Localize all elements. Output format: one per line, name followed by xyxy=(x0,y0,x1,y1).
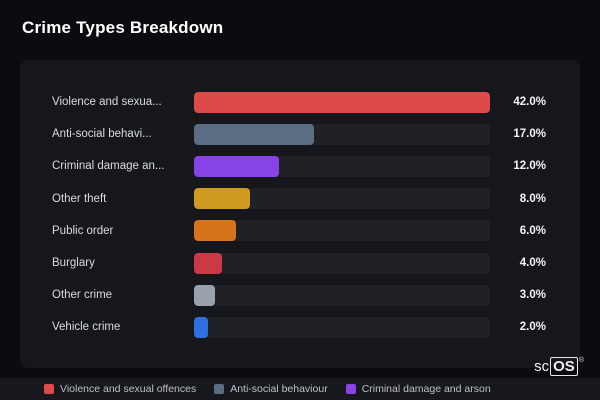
bar-row: Criminal damage an... 12.0% xyxy=(52,150,546,182)
legend-item[interactable]: Anti-social behaviour xyxy=(214,383,328,395)
bar[interactable] xyxy=(194,155,279,177)
legend-label: Violence and sexual offences xyxy=(60,383,197,395)
bar-track xyxy=(194,91,490,113)
bar[interactable] xyxy=(194,123,314,145)
bar[interactable] xyxy=(194,316,209,338)
value-label: 8.0% xyxy=(519,192,546,205)
legend-swatch-icon xyxy=(214,384,225,394)
registered-mark: ® xyxy=(578,357,584,364)
scos-logo: sc OS ® xyxy=(534,357,584,376)
chart-legend: Violence and sexual offences Anti-social … xyxy=(0,378,600,400)
bar-row: Anti-social behavi... 17.0% xyxy=(52,118,546,150)
category-label: Vehicle crime xyxy=(52,321,121,334)
bar-row: Vehicle crime 2.0% xyxy=(52,311,546,343)
page-title: Crime Types Breakdown xyxy=(22,18,224,37)
bar[interactable] xyxy=(194,284,216,306)
logo-text-sc: sc xyxy=(534,358,550,375)
category-label: Other crime xyxy=(52,289,113,302)
value-label: 6.0% xyxy=(519,224,546,237)
bar-track xyxy=(194,155,490,177)
value-label: 2.0% xyxy=(519,321,546,334)
logo-text-os: OS xyxy=(550,357,578,376)
category-label: Violence and sexua... xyxy=(52,96,162,109)
category-label: Other theft xyxy=(52,192,107,205)
bar-row: Other theft 8.0% xyxy=(52,183,546,215)
legend-label: Criminal damage and arson xyxy=(361,383,491,395)
value-label: 42.0% xyxy=(513,96,546,109)
bar[interactable] xyxy=(194,220,237,242)
bar[interactable] xyxy=(194,252,223,274)
bar-row: Burglary 4.0% xyxy=(52,247,546,279)
value-label: 4.0% xyxy=(519,257,546,270)
value-label: 17.0% xyxy=(513,128,546,141)
bar-row: Violence and sexua... 42.0% xyxy=(52,86,546,118)
category-label: Anti-social behavi... xyxy=(52,128,152,141)
bar[interactable] xyxy=(194,188,251,210)
bar[interactable] xyxy=(194,91,490,113)
bar-track xyxy=(194,252,490,274)
value-label: 12.0% xyxy=(513,160,546,173)
category-label: Public order xyxy=(52,224,114,237)
legend-item[interactable]: Criminal damage and arson xyxy=(345,383,491,395)
chart-card: Violence and sexua... 42.0% Anti-social be… xyxy=(20,60,580,368)
bar-row: Other crime 3.0% xyxy=(52,279,546,311)
bar-track xyxy=(194,123,490,145)
bar-row: Public order 6.0% xyxy=(52,215,546,247)
legend-swatch-icon xyxy=(44,384,54,394)
bar-track xyxy=(194,220,490,242)
legend-label: Anti-social behaviour xyxy=(230,383,328,395)
bar-track xyxy=(194,316,490,338)
bar-track xyxy=(194,284,490,306)
value-label: 3.0% xyxy=(519,289,546,302)
bar-rows: Violence and sexua... 42.0% Anti-social be… xyxy=(52,86,546,344)
legend-item[interactable]: Violence and sexual offences xyxy=(44,383,196,395)
category-label: Burglary xyxy=(52,257,95,270)
category-label: Criminal damage an... xyxy=(52,160,165,173)
bar-track xyxy=(194,188,490,210)
legend-swatch-icon xyxy=(345,384,356,394)
